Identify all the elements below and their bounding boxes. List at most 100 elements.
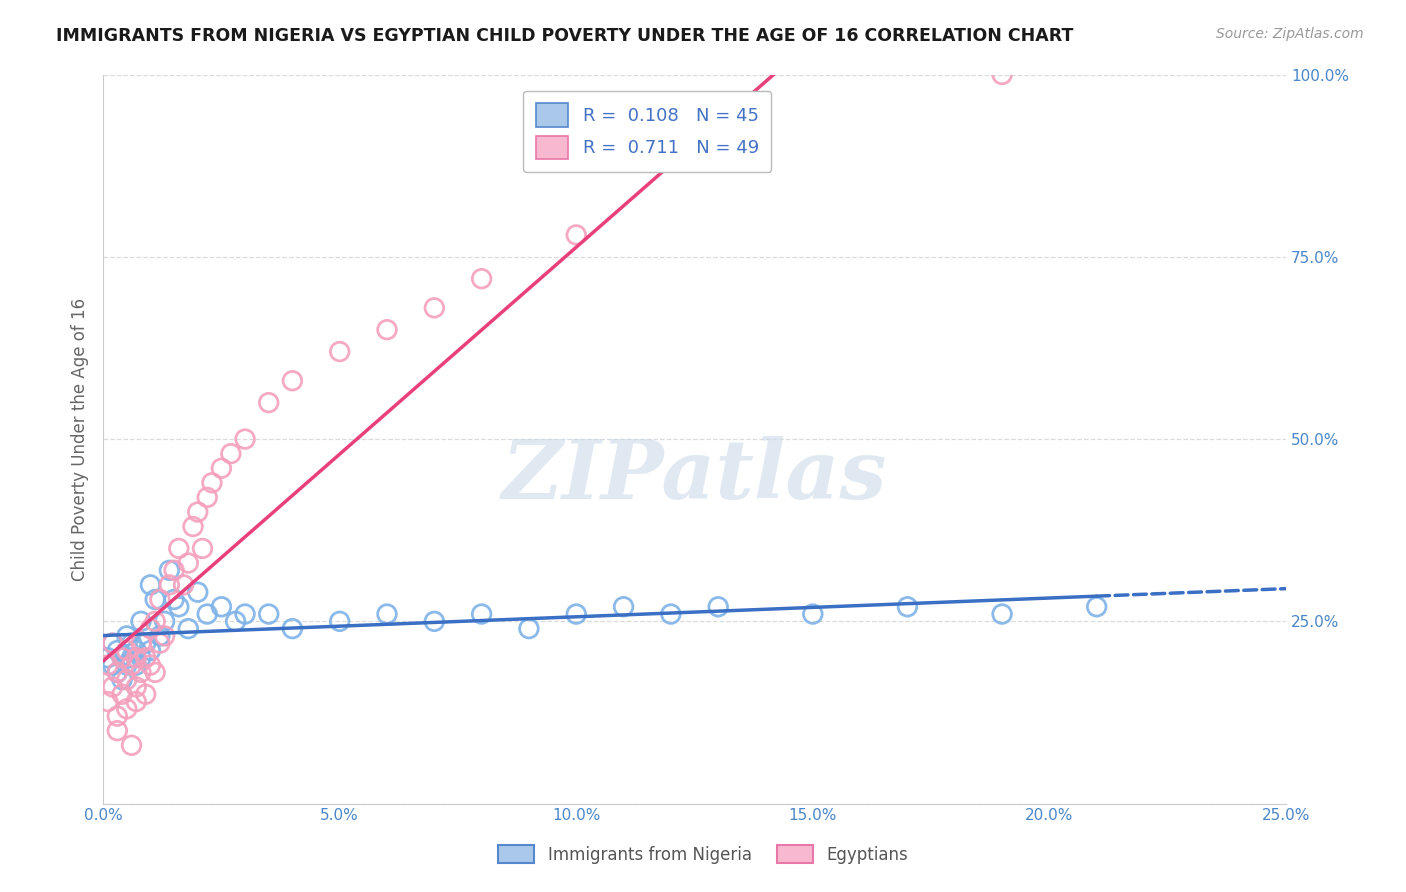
Point bbox=[423, 301, 446, 315]
Point bbox=[177, 622, 200, 636]
Point bbox=[375, 607, 398, 621]
Point bbox=[181, 519, 204, 533]
Point bbox=[101, 636, 124, 650]
Point bbox=[97, 658, 120, 673]
Point bbox=[139, 622, 162, 636]
Point bbox=[219, 447, 242, 461]
Point bbox=[329, 615, 352, 629]
Legend: Immigrants from Nigeria, Egyptians: Immigrants from Nigeria, Egyptians bbox=[491, 838, 915, 871]
Point bbox=[167, 541, 190, 556]
Legend: R =  0.108   N = 45, R =  0.711   N = 49: R = 0.108 N = 45, R = 0.711 N = 49 bbox=[523, 91, 772, 171]
Point bbox=[233, 607, 256, 621]
Point bbox=[1085, 599, 1108, 614]
Point bbox=[157, 563, 180, 577]
Point bbox=[471, 607, 494, 621]
Point bbox=[991, 607, 1014, 621]
Point bbox=[375, 323, 398, 337]
Point bbox=[143, 615, 166, 629]
Point bbox=[149, 629, 172, 643]
Point bbox=[125, 680, 148, 694]
Point bbox=[135, 636, 157, 650]
Point bbox=[111, 673, 134, 687]
Point bbox=[129, 665, 152, 680]
Point bbox=[991, 68, 1014, 82]
Point bbox=[167, 599, 190, 614]
Point bbox=[163, 563, 186, 577]
Point bbox=[101, 636, 124, 650]
Point bbox=[257, 607, 280, 621]
Point bbox=[135, 687, 157, 701]
Point bbox=[139, 578, 162, 592]
Point bbox=[195, 607, 218, 621]
Point bbox=[187, 505, 209, 519]
Y-axis label: Child Poverty Under the Age of 16: Child Poverty Under the Age of 16 bbox=[72, 298, 89, 581]
Point bbox=[257, 395, 280, 409]
Point bbox=[105, 723, 128, 738]
Point bbox=[177, 556, 200, 570]
Point bbox=[121, 650, 143, 665]
Point bbox=[115, 629, 138, 643]
Point bbox=[195, 491, 218, 505]
Point bbox=[471, 271, 494, 285]
Point bbox=[135, 650, 157, 665]
Point bbox=[129, 636, 152, 650]
Point bbox=[125, 643, 148, 657]
Point bbox=[125, 650, 148, 665]
Point bbox=[121, 658, 143, 673]
Point bbox=[423, 615, 446, 629]
Point bbox=[143, 592, 166, 607]
Text: IMMIGRANTS FROM NIGERIA VS EGYPTIAN CHILD POVERTY UNDER THE AGE OF 16 CORRELATIO: IMMIGRANTS FROM NIGERIA VS EGYPTIAN CHIL… bbox=[56, 27, 1074, 45]
Point bbox=[105, 643, 128, 657]
Point bbox=[707, 599, 730, 614]
Point bbox=[115, 658, 138, 673]
Point bbox=[149, 592, 172, 607]
Point bbox=[101, 680, 124, 694]
Text: Source: ZipAtlas.com: Source: ZipAtlas.com bbox=[1216, 27, 1364, 41]
Point bbox=[149, 636, 172, 650]
Point bbox=[565, 607, 588, 621]
Point bbox=[111, 687, 134, 701]
Point bbox=[173, 578, 195, 592]
Point bbox=[129, 615, 152, 629]
Point bbox=[191, 541, 214, 556]
Point bbox=[139, 658, 162, 673]
Point bbox=[111, 650, 134, 665]
Point bbox=[129, 650, 152, 665]
Point bbox=[153, 615, 176, 629]
Point bbox=[233, 432, 256, 446]
Point bbox=[115, 702, 138, 716]
Point bbox=[139, 643, 162, 657]
Point bbox=[157, 578, 180, 592]
Point bbox=[209, 599, 232, 614]
Point bbox=[659, 607, 682, 621]
Point bbox=[281, 374, 304, 388]
Point bbox=[565, 227, 588, 242]
Point bbox=[125, 694, 148, 708]
Point bbox=[896, 599, 918, 614]
Point bbox=[101, 658, 124, 673]
Point bbox=[209, 461, 232, 475]
Point bbox=[613, 599, 636, 614]
Point bbox=[111, 650, 134, 665]
Point bbox=[163, 592, 186, 607]
Point bbox=[281, 622, 304, 636]
Point bbox=[517, 622, 540, 636]
Point bbox=[97, 694, 120, 708]
Point bbox=[201, 475, 224, 490]
Point bbox=[329, 344, 352, 359]
Point bbox=[97, 650, 120, 665]
Point bbox=[105, 665, 128, 680]
Text: ZIPatlas: ZIPatlas bbox=[502, 435, 887, 516]
Point bbox=[187, 585, 209, 599]
Point bbox=[105, 709, 128, 723]
Point bbox=[121, 636, 143, 650]
Point bbox=[225, 615, 247, 629]
Point bbox=[121, 739, 143, 753]
Point bbox=[115, 643, 138, 657]
Point bbox=[143, 665, 166, 680]
Point bbox=[801, 607, 824, 621]
Point bbox=[153, 629, 176, 643]
Point bbox=[115, 673, 138, 687]
Point bbox=[125, 658, 148, 673]
Point bbox=[105, 665, 128, 680]
